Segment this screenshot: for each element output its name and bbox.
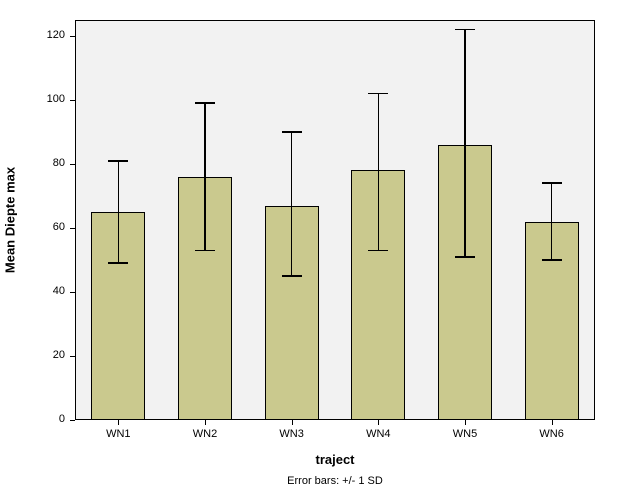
y-tick-mark [70,356,75,357]
error-bar-upper-cap [195,102,215,104]
y-tick-label: 100 [47,93,65,105]
error-bar-line [464,30,466,257]
error-bar-lower-cap [108,262,128,264]
y-tick-label: 40 [53,285,65,297]
x-tick-mark [552,420,553,425]
chart-caption: Error bars: +/- 1 SD [287,475,383,487]
x-tick-label: WN3 [279,428,303,440]
error-bar-line [551,183,553,260]
error-bar-upper-cap [542,182,562,184]
chart-container: Mean Diepte max traject Error bars: +/- … [0,0,626,501]
error-bar-lower-cap [195,250,215,252]
y-tick-mark [70,100,75,101]
x-tick-mark [292,420,293,425]
x-tick-label: WN4 [366,428,390,440]
x-tick-mark [205,420,206,425]
x-tick-label: WN5 [453,428,477,440]
y-tick-mark [70,36,75,37]
y-tick-mark [70,420,75,421]
error-bar-upper-cap [108,160,128,162]
error-bar-lower-cap [455,256,475,258]
x-tick-mark [465,420,466,425]
x-axis-label: traject [315,452,354,467]
x-tick-mark [118,420,119,425]
plot-area [75,20,595,420]
error-bar-line [378,94,380,251]
x-tick-mark [378,420,379,425]
y-tick-label: 20 [53,349,65,361]
plot-background [75,20,595,420]
error-bar-upper-cap [455,29,475,31]
y-tick-mark [70,292,75,293]
error-bar-line [291,132,293,276]
y-tick-label: 80 [53,157,65,169]
error-bar-upper-cap [368,93,388,95]
y-axis-label: Mean Diepte max [3,167,18,273]
x-tick-label: WN2 [193,428,217,440]
error-bar-upper-cap [282,131,302,133]
error-bar-lower-cap [282,275,302,277]
error-bar-line [118,161,120,263]
y-tick-label: 60 [53,221,65,233]
x-tick-label: WN1 [106,428,130,440]
error-bar-line [204,103,206,250]
y-tick-label: 120 [47,29,65,41]
y-tick-mark [70,228,75,229]
y-tick-label: 0 [59,413,65,425]
error-bar-lower-cap [368,250,388,252]
y-tick-mark [70,164,75,165]
x-tick-label: WN6 [539,428,563,440]
error-bar-lower-cap [542,259,562,261]
